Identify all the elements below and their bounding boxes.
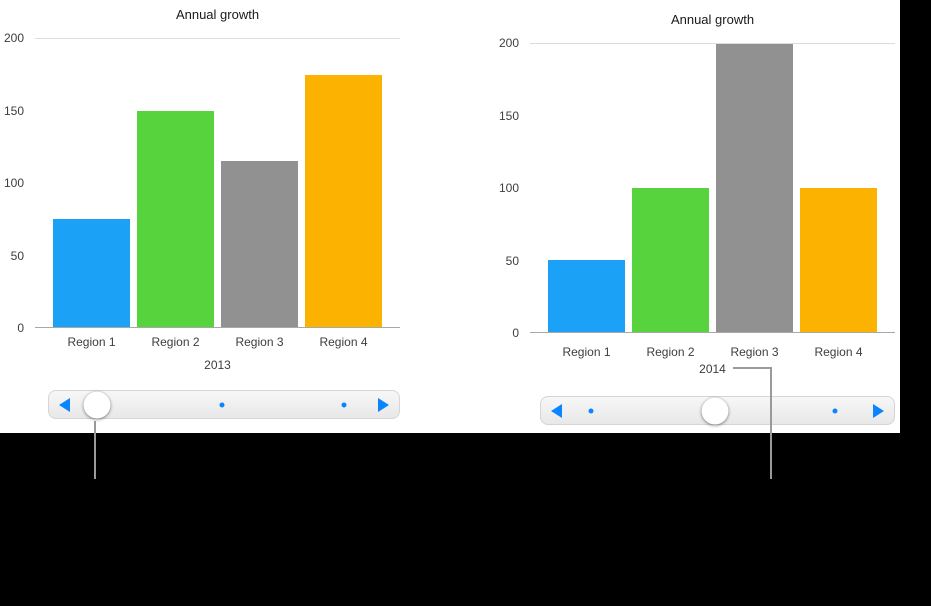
bar-region-4 (305, 75, 382, 327)
x-tick-label: Region 1 (67, 335, 116, 349)
y-tick-label: 200 (498, 36, 519, 50)
callout-line-year-vertical (770, 367, 772, 479)
x-tick-label: Region 1 (562, 345, 611, 359)
x-axis-labels: Region 1 Region 2 Region 3 Region 4 (530, 345, 895, 359)
slider-page-dot[interactable] (588, 408, 594, 413)
x-tick-label: Region 2 (151, 335, 200, 349)
bar-region-2 (137, 111, 214, 327)
x-tick-label: Region 3 (235, 335, 284, 349)
chart-year-slider-2014[interactable] (540, 396, 895, 425)
bar-region-4 (800, 188, 877, 332)
bar-region-3 (221, 161, 298, 327)
plot-area (35, 38, 400, 328)
x-tick-label: Region 2 (646, 345, 695, 359)
y-tick-label: 0 (17, 321, 24, 335)
bar-chart-2013: Annual growth 0 50 100 150 200 Region 1 Regio… (0, 5, 430, 385)
slider-page-dot[interactable] (219, 402, 225, 407)
slider-knob[interactable] (83, 391, 111, 418)
screenshot-area: Annual growth 0 50 100 150 200 Region 1 Regio… (0, 0, 900, 433)
plot-area (530, 43, 895, 333)
slider-previous-arrow-icon[interactable] (59, 397, 70, 412)
slider-next-arrow-icon[interactable] (873, 403, 884, 418)
slider-next-arrow-icon[interactable] (378, 397, 389, 412)
y-tick-label: 50 (10, 248, 24, 263)
year-label: 2014 (699, 362, 726, 376)
chart-title: Annual growth (175, 7, 260, 22)
y-axis: 0 50 100 150 200 (495, 37, 527, 339)
bar-chart-2014: Annual growth 0 50 100 150 200 Region 1 Regio… (495, 10, 925, 390)
x-tick-label: Region 4 (319, 335, 368, 349)
y-tick-label: 50 (505, 253, 519, 268)
y-tick-label: 100 (3, 176, 24, 190)
x-tick-label: Region 3 (730, 345, 779, 359)
year-label: 2013 (204, 358, 231, 372)
bar-region-1 (53, 219, 130, 327)
y-tick-label: 150 (3, 103, 24, 118)
slider-page-dot[interactable] (341, 402, 347, 407)
chart-year-slider-2013[interactable] (48, 390, 400, 419)
bar-region-3 (716, 44, 793, 332)
slider-previous-arrow-icon[interactable] (551, 403, 562, 418)
callout-line-year-horizontal (733, 367, 772, 369)
y-tick-label: 0 (512, 326, 519, 340)
y-tick-label: 150 (498, 108, 519, 123)
callout-line-slider-knob (94, 421, 96, 479)
chart-title: Annual growth (670, 12, 755, 27)
slider-page-dot[interactable] (832, 408, 838, 413)
slider-knob[interactable] (701, 397, 729, 424)
bar-region-2 (632, 188, 709, 332)
bar-region-1 (548, 260, 625, 332)
y-tick-label: 200 (3, 31, 24, 45)
y-axis: 0 50 100 150 200 (0, 32, 32, 334)
x-axis-labels: Region 1 Region 2 Region 3 Region 4 (35, 335, 400, 349)
x-tick-label: Region 4 (814, 345, 863, 359)
y-tick-label: 100 (498, 181, 519, 195)
